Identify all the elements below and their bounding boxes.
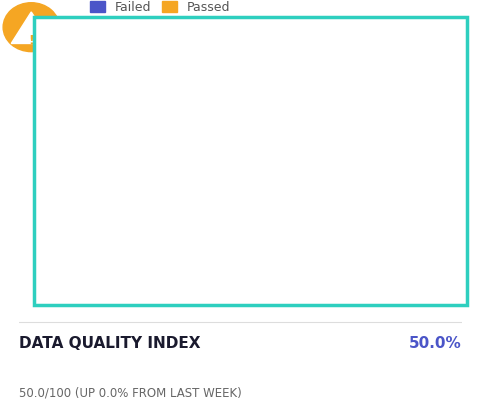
Text: DATA QUALITY INDEX: DATA QUALITY INDEX <box>19 336 200 352</box>
Bar <box>154 278 179 280</box>
Legend: Failed, Passed: Failed, Passed <box>90 1 229 14</box>
Bar <box>375 183 403 280</box>
Text: !: ! <box>28 34 34 47</box>
Bar <box>265 278 290 280</box>
Bar <box>209 278 234 280</box>
Circle shape <box>3 3 60 51</box>
Polygon shape <box>11 12 51 43</box>
Bar <box>375 85 403 183</box>
Bar <box>321 278 346 280</box>
Text: 50.0/100 (UP 0.0% FROM LAST WEEK): 50.0/100 (UP 0.0% FROM LAST WEEK) <box>19 387 241 400</box>
Text: 50.0%: 50.0% <box>408 336 461 352</box>
Bar <box>98 278 123 280</box>
